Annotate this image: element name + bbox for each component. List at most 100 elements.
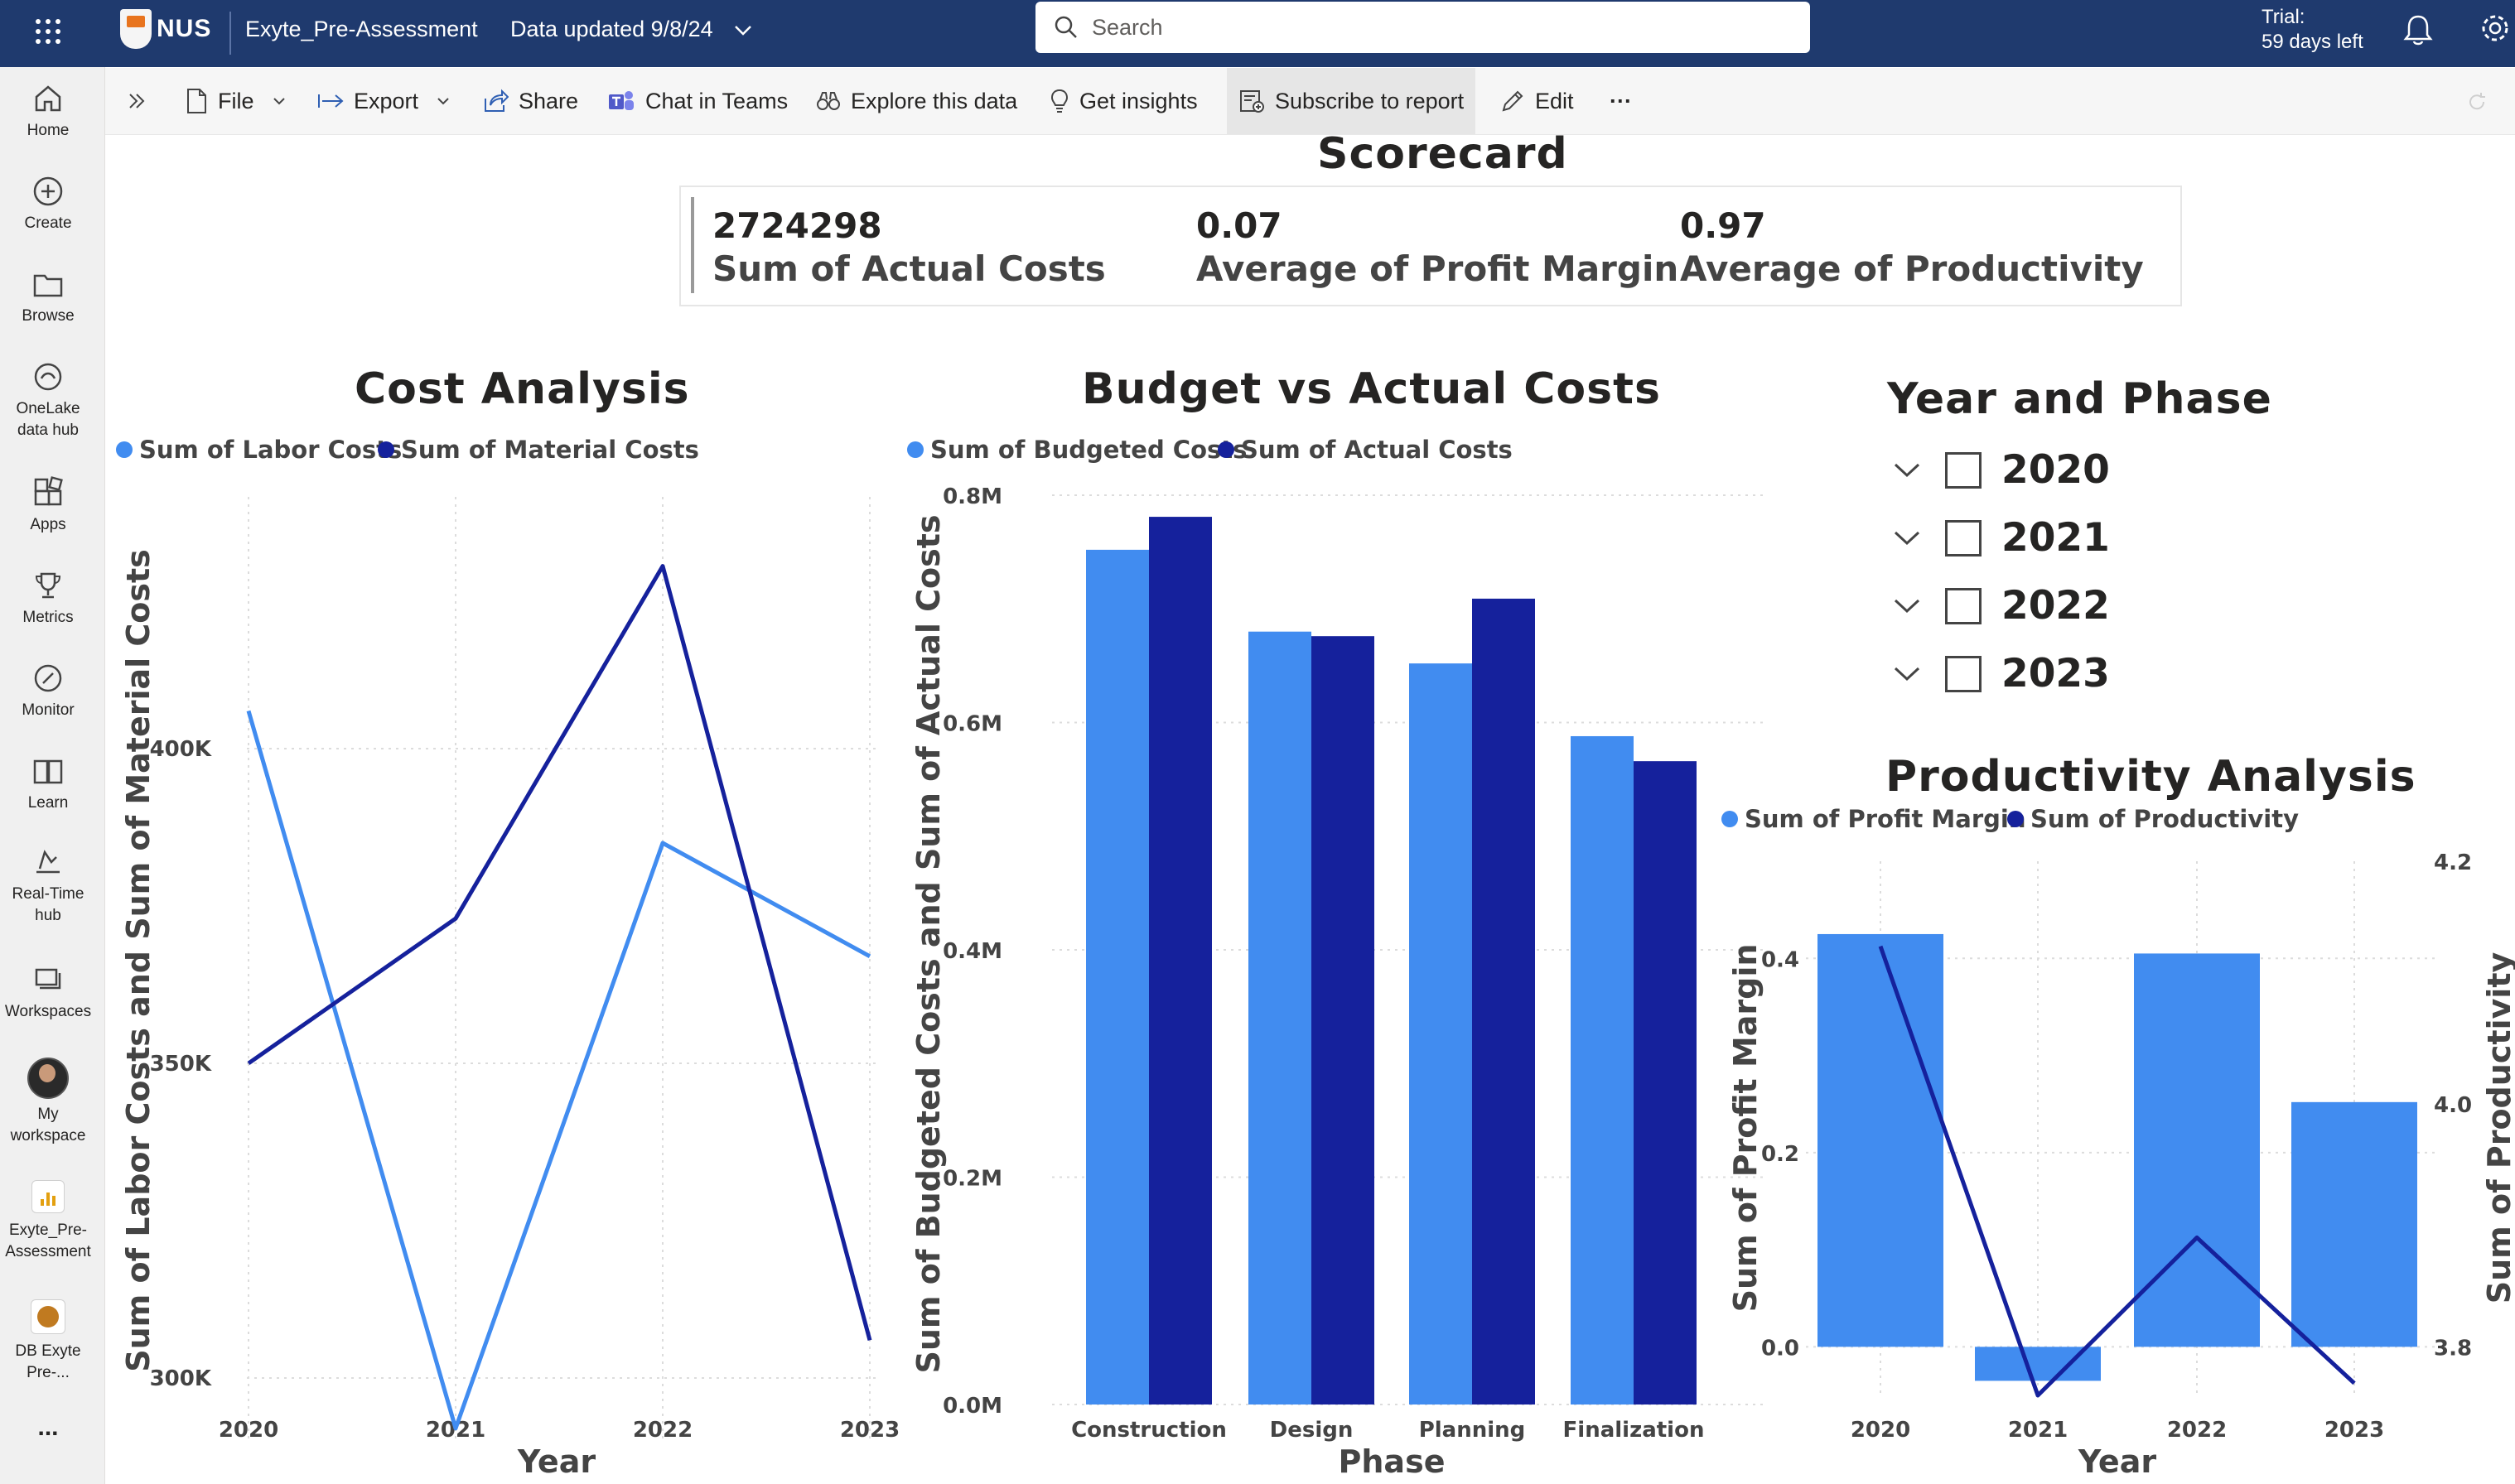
slicer-item-2023[interactable]: 2023: [1890, 651, 2110, 696]
y-tick-label: 0.8M: [943, 484, 1002, 509]
nav-monitor[interactable]: Monitor: [0, 662, 96, 721]
slicer-item-2022[interactable]: 2022: [1890, 583, 2110, 629]
y-tick-label: 0.4: [1761, 947, 1799, 972]
chevron-down-icon[interactable]: [1890, 462, 1924, 479]
nav-home[interactable]: Home: [0, 82, 96, 142]
nav-apps[interactable]: Apps: [0, 476, 96, 536]
expand-pane-button[interactable]: [127, 68, 147, 134]
trial-status[interactable]: Trial: 59 days left: [2262, 5, 2363, 55]
chat-in-teams-button[interactable]: Chat in Teams: [607, 68, 788, 134]
chevron-down-icon: [437, 98, 449, 105]
legend-productivity[interactable]: Sum of Productivity: [2007, 805, 2299, 833]
file-menu[interactable]: File: [185, 68, 286, 134]
subscribe-button[interactable]: Subscribe to report: [1227, 68, 1476, 134]
export-icon: [318, 94, 344, 108]
divider: [229, 12, 231, 55]
nav-workspaces[interactable]: Workspaces: [0, 963, 96, 1023]
legend-label: Sum of Labor Costs: [139, 436, 403, 464]
checkbox[interactable]: [1945, 451, 1982, 489]
chevron-down-icon[interactable]: [1890, 598, 1924, 614]
app-launcher-icon[interactable]: [31, 15, 65, 48]
nav-realtime[interactable]: Real-Time hub: [0, 846, 96, 927]
data-updated-dropdown[interactable]: Data updated 9/8/24: [510, 17, 752, 42]
gear-icon[interactable]: [2479, 12, 2512, 45]
card-accent: [691, 197, 694, 293]
legend-budgeted[interactable]: Sum of Budgeted Costs: [907, 436, 1247, 464]
get-insights-button[interactable]: Get insights: [1050, 68, 1198, 134]
checkbox[interactable]: [1945, 587, 1982, 624]
x-tick-label: 2020: [1851, 1418, 1910, 1443]
slicer-item-2021[interactable]: 2021: [1890, 515, 2110, 561]
kpi-value-productivity: 0.97: [1680, 205, 1766, 246]
y2-tick-label: 3.8: [2434, 1336, 2472, 1361]
slicer-title: Year and Phase: [1887, 374, 2272, 424]
checkbox[interactable]: [1945, 519, 1982, 556]
share-button[interactable]: Share: [482, 68, 578, 134]
chevron-down-icon[interactable]: [1890, 666, 1924, 682]
nav-db-exyte[interactable]: DB Exyte Pre-...: [0, 1299, 96, 1384]
bar-budgeted: [1409, 663, 1472, 1404]
nav-create[interactable]: Create: [0, 175, 96, 234]
nav-my-workspace[interactable]: My workspace: [0, 1058, 96, 1147]
report-icon: [31, 1180, 65, 1213]
workspaces-icon: [35, 968, 61, 990]
nav-report-exyte[interactable]: Exyte_Pre- Assessment: [0, 1180, 96, 1263]
bar-budgeted: [1571, 735, 1634, 1404]
share-icon: [485, 89, 509, 112]
legend-actual[interactable]: Sum of Actual Costs: [1218, 436, 1513, 464]
nus-logo[interactable]: NUS: [120, 7, 213, 51]
chevron-down-icon[interactable]: [1890, 530, 1924, 547]
x-tick-label: Finalization: [1563, 1418, 1705, 1443]
nav-onelake[interactable]: OneLake data hub: [0, 360, 96, 441]
nav-db-label-2: Pre-...: [27, 1364, 70, 1381]
chevron-down-icon: [273, 98, 285, 105]
search-placeholder: Search: [1092, 14, 1163, 40]
legend-label: Sum of Profit Margin: [1745, 805, 2026, 833]
x-tick-label: 2020: [219, 1418, 278, 1443]
slicer-label: 2023: [2001, 651, 2110, 696]
x-axis-title: Year: [2078, 1443, 2156, 1480]
nav-metrics[interactable]: Metrics: [0, 569, 96, 629]
bar-budgeted: [1248, 631, 1311, 1404]
trial-label: Trial:: [2262, 6, 2305, 28]
bar-actual: [1149, 517, 1212, 1404]
refresh-icon[interactable]: [2466, 91, 2488, 113]
nav-learn[interactable]: Learn: [0, 754, 96, 814]
explore-data-button[interactable]: Explore this data: [816, 68, 1017, 134]
slicer-item-2020[interactable]: 2020: [1890, 447, 2110, 493]
kpi-value-profit-margin: 0.07: [1196, 205, 1282, 246]
export-menu[interactable]: Export: [317, 68, 450, 134]
y2-tick-label: 4.0: [2434, 1093, 2472, 1118]
more-options-button[interactable]: ···: [1610, 88, 1632, 113]
subscribe-icon: [1240, 90, 1264, 113]
x-axis-title: Phase: [1339, 1443, 1446, 1480]
x-tick-label: 2021: [2008, 1418, 2068, 1443]
legend-material[interactable]: Sum of Material Costs: [378, 436, 699, 464]
legend-profit-margin[interactable]: Sum of Profit Margin: [1721, 805, 2026, 833]
export-label: Export: [354, 88, 419, 113]
bell-icon[interactable]: [2402, 13, 2434, 46]
trophy-icon: [35, 572, 61, 599]
slicer-label: 2022: [2001, 583, 2110, 629]
nav-browse[interactable]: Browse: [0, 267, 96, 327]
slicer-label: 2021: [2001, 515, 2110, 561]
edit-button[interactable]: Edit: [1500, 68, 1574, 134]
legend-labor[interactable]: Sum of Labor Costs: [116, 436, 402, 464]
y-tick-label: 350K: [150, 1052, 212, 1077]
workspace-title[interactable]: Exyte_Pre-Assessment: [245, 17, 478, 41]
budget-actual-title: Budget vs Actual Costs: [1082, 364, 1661, 414]
search-box[interactable]: Search: [1035, 2, 1810, 53]
legend-dot: [907, 441, 924, 458]
nav-realtime-label-1: Real-Time: [12, 885, 84, 903]
nav-more-button[interactable]: ...: [37, 1414, 59, 1441]
x-tick-label: 2022: [2167, 1418, 2227, 1443]
scorecard-card[interactable]: 2724298 Sum of Actual Costs 0.07 Average…: [679, 186, 2182, 306]
nav-realtime-label-2: hub: [35, 907, 61, 924]
bar-profit-margin: [2291, 1101, 2417, 1347]
logo-text: NUS: [157, 15, 212, 42]
x-tick-label: Planning: [1419, 1418, 1526, 1443]
cost-analysis-title: Cost Analysis: [355, 364, 690, 414]
y-tick-label: 0.6M: [943, 712, 1002, 737]
checkbox[interactable]: [1945, 655, 1982, 692]
